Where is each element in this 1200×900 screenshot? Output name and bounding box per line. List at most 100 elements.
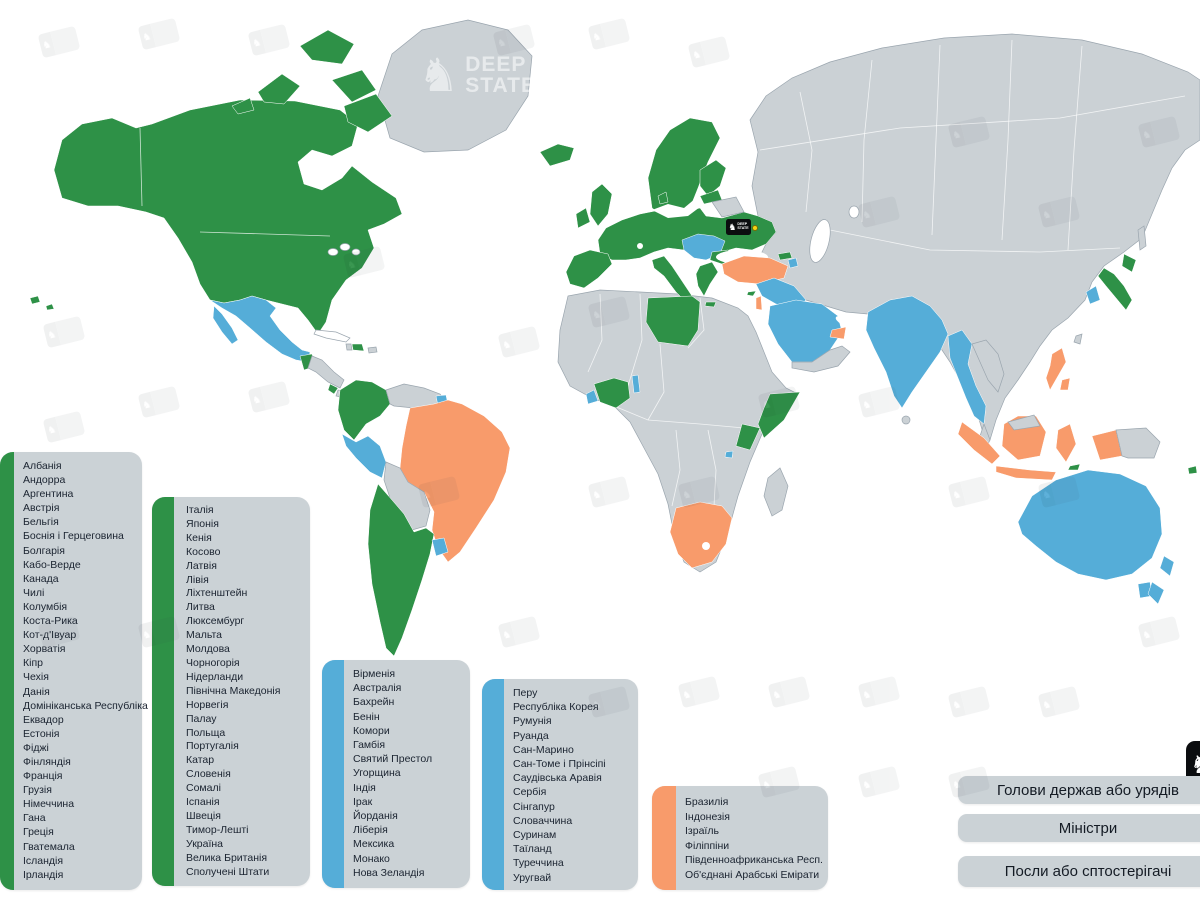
region-ireland	[575, 207, 591, 229]
region-rwanda	[724, 450, 734, 459]
country-item: Сінгапур	[513, 800, 555, 813]
region-india	[865, 295, 949, 409]
country-item: Сан-Томе і Прінсіпі	[513, 758, 606, 771]
country-item: Аргентина	[23, 488, 74, 501]
country-item: Туреччина	[513, 857, 564, 870]
country-item: Вірменія	[353, 668, 396, 680]
region-java	[995, 465, 1057, 481]
country-item: Бразилія	[685, 796, 729, 808]
region-fiji	[1187, 465, 1198, 475]
country-item: Гватемала	[23, 840, 75, 853]
country-item: Об'єднані Арабські Емірати	[685, 868, 820, 881]
region-madagascar	[763, 467, 789, 517]
country-item: Словаччина	[513, 814, 573, 827]
region-dominican-republic	[351, 343, 365, 352]
country-item: Чилі	[23, 586, 45, 599]
country-list: Бразилія Індонезія Ізраїль Філіппіни Південн…	[676, 786, 829, 890]
country-item: Ліберія	[353, 824, 388, 837]
country-item: Косово	[186, 545, 221, 558]
country-item: Естонія	[23, 727, 60, 740]
country-list: Вірменія Австралія Бахрейн Бенін Комори Гамбі…	[344, 660, 438, 888]
region-myanmar-thailand	[947, 329, 987, 425]
region-sumatra	[957, 421, 1001, 465]
country-item: Хорватія	[23, 643, 66, 656]
region-new-zealand	[1159, 555, 1175, 577]
region-greenland	[377, 19, 533, 153]
country-item: Сан-Марино	[513, 743, 574, 756]
country-item: Австралія	[353, 682, 402, 695]
country-item: Мексика	[353, 838, 395, 851]
legend-ministers-button[interactable]: Міністри	[958, 814, 1200, 842]
country-item: Грузія	[23, 784, 52, 797]
country-item: Святий Престол	[353, 753, 433, 766]
country-item: Комори	[353, 724, 390, 737]
country-item: Сполучені Штати	[186, 865, 270, 878]
legend-heads-of-state-button[interactable]: Голови держав або урядів	[958, 776, 1200, 804]
country-item: Індія	[353, 781, 376, 794]
category-color-bar-blue	[322, 660, 344, 888]
region-georgia	[777, 251, 793, 261]
list-ministers-col2: Перу Республіка Корея Румунія Руанда Сан-Мар…	[482, 679, 638, 890]
country-item: Гана	[23, 812, 46, 825]
region-australia	[1017, 469, 1163, 581]
country-item: Ісландія	[23, 854, 64, 867]
category-color-bar-green	[0, 452, 14, 890]
category-color-bar-blue	[482, 679, 504, 890]
list-heads-of-state-col1: Албанія Андорра Аргентина Австрія Бельгія Бос…	[0, 452, 148, 890]
region-kenya	[735, 423, 761, 451]
country-item: Республіка Корея	[513, 701, 599, 714]
country-list: Албанія Андорра Аргентина Австрія Бельгія Бос…	[14, 452, 154, 890]
country-item: Чехія	[23, 671, 49, 684]
region-finland	[699, 159, 727, 197]
legend-label: Міністри	[1058, 819, 1118, 837]
ukraine-deepstate-badge: ♞ DEEP STATE	[726, 219, 751, 235]
region-peru	[341, 433, 387, 479]
country-item: Тимор-Лешті	[186, 823, 249, 836]
category-color-bar-green	[152, 497, 174, 886]
country-item: Нідерланди	[186, 670, 244, 683]
list-ministers-col1: Вірменія Австралія Бахрейн Бенін Комори Гамбі…	[322, 660, 470, 888]
badge-line1: DEEP	[737, 222, 748, 227]
country-item: Велика Британія	[186, 851, 268, 864]
country-item: Кот-д'Івуар	[23, 629, 77, 642]
legend-label: Голови держав або урядів	[997, 781, 1179, 799]
country-list: Італія Японія Кенія Косово Латвія Лівія Ліхтен…	[174, 497, 286, 886]
country-item: Йорданія	[353, 810, 398, 823]
country-item: Саудівська Аравія	[513, 772, 602, 785]
region-liberia	[585, 389, 599, 405]
country-item: Гамбія	[353, 739, 386, 752]
country-item: Угорщина	[353, 767, 401, 780]
country-item: Перу	[513, 687, 538, 699]
country-item: Сомалі	[186, 782, 221, 795]
country-item: Ліхтенштейн	[186, 587, 248, 600]
country-item: Північна Македонія	[186, 684, 281, 697]
country-item: Бельгія	[23, 516, 59, 529]
country-item: Данія	[23, 685, 50, 698]
region-libya	[645, 295, 701, 347]
country-item: Ірак	[353, 795, 373, 808]
region-south-africa	[669, 501, 733, 569]
country-item: Кабо-Верде	[23, 558, 81, 571]
country-item: Коста-Рика	[23, 615, 78, 628]
country-item: Чорногорія	[186, 656, 240, 669]
country-item: Греція	[23, 826, 54, 839]
country-item: Нова Зеландія	[353, 866, 425, 879]
list-heads-of-state-col2: Італія Японія Кенія Косово Латвія Лівія Ліхтен…	[152, 497, 310, 886]
country-item: Італія	[186, 504, 214, 516]
country-item: Португалія	[186, 740, 239, 753]
country-item: Уругвай	[513, 871, 552, 884]
region-colombia-ecuador	[337, 379, 391, 441]
region-uae	[829, 326, 847, 340]
country-item: Ізраїль	[685, 825, 719, 838]
country-item: Молдова	[186, 643, 230, 656]
country-item: Японія	[186, 517, 219, 530]
country-item: Південноафриканська Респ.	[685, 854, 823, 867]
country-item: Польща	[186, 726, 226, 739]
legend-ambassadors-button[interactable]: Посли або сптостерігачі	[958, 856, 1200, 887]
country-item: Латвія	[186, 559, 217, 572]
country-item: Іспанія	[186, 796, 220, 809]
country-item: Кенія	[186, 531, 212, 544]
category-color-bar-orange	[652, 786, 676, 890]
country-item: Руанда	[513, 729, 549, 742]
